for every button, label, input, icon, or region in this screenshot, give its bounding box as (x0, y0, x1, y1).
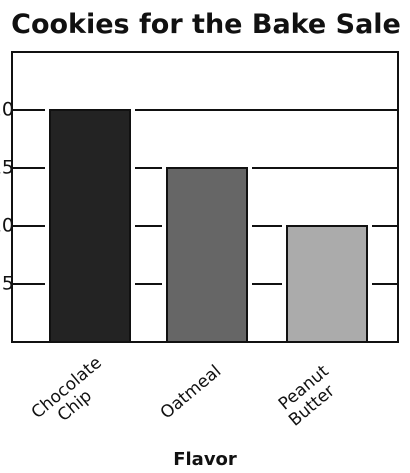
plot-border (11, 51, 399, 343)
x-tick-label: Peanut Butter (273, 358, 349, 431)
bar (49, 109, 131, 343)
x-tick-label: Oatmeal (157, 361, 225, 423)
y-tick-label: 10 (0, 215, 14, 237)
chart-title: Cookies for the Bake Sale (11, 9, 401, 40)
x-tick-label: Chocolate Chip (28, 349, 122, 437)
bar (166, 167, 248, 343)
bar (286, 225, 368, 343)
x-axis-label: Flavor (173, 449, 237, 470)
y-tick-label: 20 (0, 99, 14, 121)
y-tick-label: 5 (2, 273, 14, 295)
y-tick-label: 15 (0, 157, 14, 179)
